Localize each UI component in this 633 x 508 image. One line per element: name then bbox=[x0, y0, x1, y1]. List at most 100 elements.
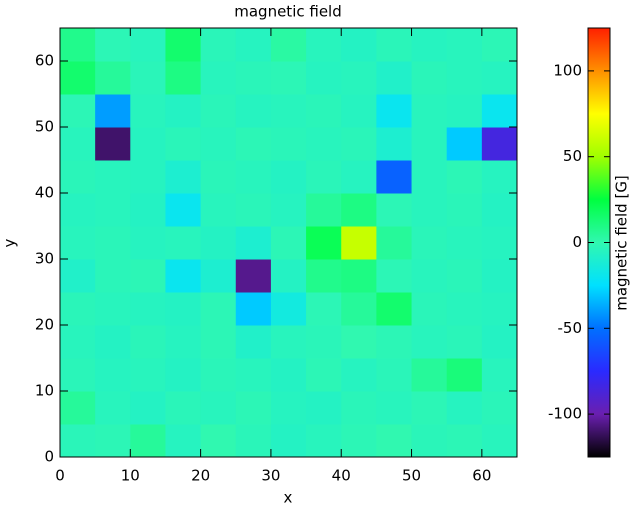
heat-cell bbox=[411, 61, 448, 95]
heat-cell bbox=[130, 28, 166, 62]
heat-cell bbox=[376, 358, 413, 392]
chart-title: magnetic field bbox=[234, 3, 342, 21]
heat-cell bbox=[200, 391, 237, 425]
heat-cell bbox=[235, 28, 272, 62]
heat-cell bbox=[376, 94, 413, 128]
x-tick-label: 60 bbox=[472, 467, 491, 485]
heat-cell bbox=[446, 358, 483, 392]
heat-cell bbox=[165, 94, 202, 128]
y-tick-label: 0 bbox=[44, 448, 54, 466]
heat-cell bbox=[95, 127, 131, 161]
heat-cell bbox=[60, 424, 96, 458]
heat-cell bbox=[376, 28, 413, 62]
heat-cell bbox=[165, 325, 202, 359]
heat-cell bbox=[341, 28, 377, 62]
heat-cell bbox=[411, 424, 448, 458]
heat-cell bbox=[130, 292, 166, 326]
heat-cell bbox=[341, 127, 377, 161]
heat-cell bbox=[341, 94, 377, 128]
heat-cell bbox=[235, 226, 272, 260]
heat-cell bbox=[376, 259, 413, 293]
heat-cell bbox=[60, 28, 96, 62]
y-tick-label: 40 bbox=[35, 184, 54, 202]
heat-cell bbox=[200, 259, 237, 293]
colorbar-tick-label: -100 bbox=[548, 405, 582, 423]
heat-cell bbox=[411, 391, 448, 425]
heat-cell bbox=[270, 61, 307, 95]
heat-cell bbox=[306, 226, 342, 260]
colorbar-tick-label: 0 bbox=[572, 233, 582, 251]
heat-cell bbox=[446, 325, 483, 359]
heat-cell bbox=[306, 94, 342, 128]
heat-cell bbox=[130, 391, 166, 425]
x-tick-label: 40 bbox=[332, 467, 351, 485]
x-axis-label: x bbox=[284, 489, 293, 507]
heat-cell bbox=[341, 325, 377, 359]
heat-cell bbox=[481, 424, 518, 458]
heat-cell bbox=[200, 61, 237, 95]
heat-cell bbox=[376, 160, 413, 194]
heat-cell bbox=[376, 325, 413, 359]
heat-cell bbox=[341, 358, 377, 392]
heat-cell bbox=[306, 61, 342, 95]
y-tick-label: 50 bbox=[35, 118, 54, 136]
heat-cell bbox=[481, 292, 518, 326]
x-tick-label: 0 bbox=[55, 467, 65, 485]
heat-cell bbox=[200, 292, 237, 326]
heat-cell bbox=[481, 127, 518, 161]
heat-cell bbox=[130, 61, 166, 95]
heat-cell bbox=[446, 160, 483, 194]
heat-cell bbox=[95, 325, 131, 359]
heat-cell bbox=[341, 61, 377, 95]
heat-cell bbox=[411, 325, 448, 359]
heat-cell bbox=[341, 193, 377, 227]
heat-cell bbox=[341, 391, 377, 425]
heat-cell bbox=[165, 61, 202, 95]
heat-cell bbox=[270, 127, 307, 161]
heat-cell bbox=[60, 358, 96, 392]
heat-cell bbox=[60, 292, 96, 326]
heat-cell bbox=[130, 160, 166, 194]
heat-cell bbox=[446, 391, 483, 425]
heat-cell bbox=[95, 94, 131, 128]
heat-cell bbox=[270, 259, 307, 293]
heat-cell bbox=[165, 28, 202, 62]
heat-cell bbox=[95, 160, 131, 194]
heat-cell bbox=[411, 193, 448, 227]
colorbar-tick-label: 50 bbox=[563, 147, 582, 165]
heat-cell bbox=[130, 226, 166, 260]
heat-cell bbox=[60, 160, 96, 194]
heat-cell bbox=[235, 391, 272, 425]
plot-frame bbox=[59, 27, 518, 458]
heat-cell bbox=[306, 160, 342, 194]
heat-cell bbox=[411, 127, 448, 161]
x-tick-label: 50 bbox=[402, 467, 421, 485]
heat-cell bbox=[306, 28, 342, 62]
heat-cell bbox=[130, 358, 166, 392]
heat-cell bbox=[376, 226, 413, 260]
heat-cell bbox=[446, 424, 483, 458]
heat-cell bbox=[306, 424, 342, 458]
heat-cell bbox=[60, 226, 96, 260]
heat-cell bbox=[376, 61, 413, 95]
heat-cell bbox=[95, 292, 131, 326]
heat-cell bbox=[165, 259, 202, 293]
heat-cell bbox=[95, 61, 131, 95]
heat-cell bbox=[235, 292, 272, 326]
heat-cell bbox=[270, 358, 307, 392]
heat-cell bbox=[341, 259, 377, 293]
heat-cell bbox=[270, 325, 307, 359]
heat-cell bbox=[60, 94, 96, 128]
heat-cell bbox=[95, 259, 131, 293]
heat-cell bbox=[446, 94, 483, 128]
heat-cell bbox=[130, 424, 166, 458]
heat-cell bbox=[270, 94, 307, 128]
heat-cell bbox=[270, 193, 307, 227]
heat-cell bbox=[165, 193, 202, 227]
heat-cell bbox=[306, 259, 342, 293]
heat-cell bbox=[341, 424, 377, 458]
heat-cell bbox=[376, 424, 413, 458]
heat-cell bbox=[341, 160, 377, 194]
heat-cell bbox=[165, 424, 202, 458]
